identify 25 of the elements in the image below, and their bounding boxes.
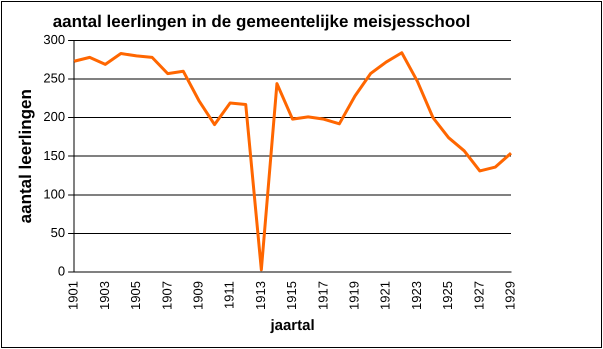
x-tick-label: 1915 xyxy=(284,281,300,310)
x-tick-label: 1911 xyxy=(222,281,237,310)
x-tick-label: 1927 xyxy=(471,281,486,310)
y-tick-label: 250 xyxy=(43,70,66,86)
chart-title: aantal leerlingen in de gemeentelijke meisjesschool xyxy=(52,12,470,31)
x-tick-label: 1919 xyxy=(346,281,362,310)
x-tick-label: 1903 xyxy=(96,281,112,310)
y-tick-label: 150 xyxy=(43,148,66,163)
x-tick-label: 1921 xyxy=(378,281,393,310)
y-axis-title: aantal leerlingen xyxy=(16,89,35,224)
x-axis-title: jaartal xyxy=(269,317,315,334)
x-tick-label: 1907 xyxy=(159,281,174,310)
y-tick-label: 50 xyxy=(50,225,66,240)
x-tick-label: 1929 xyxy=(502,281,518,310)
x-tick-label: 1925 xyxy=(440,281,456,310)
x-tick-label: 1901 xyxy=(66,281,81,310)
y-tick-label: 300 xyxy=(43,32,66,47)
y-tick-label: 200 xyxy=(43,109,66,124)
x-tick-label: 1909 xyxy=(190,281,206,310)
x-tick-label: 1913 xyxy=(252,281,268,310)
x-tick-label: 1905 xyxy=(128,281,144,310)
x-tick-label: 1917 xyxy=(315,281,330,310)
y-tick-label: 0 xyxy=(58,264,66,279)
y-tick-label: 100 xyxy=(43,186,66,202)
x-tick-label: 1923 xyxy=(408,281,424,310)
